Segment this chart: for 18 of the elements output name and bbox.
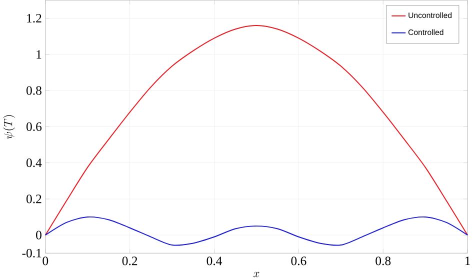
line-series: [44, 24, 468, 236]
y-tick-label: 1.2: [27, 14, 42, 22]
y-axis-title: $\psi(T)$: [3, 115, 16, 139]
x-axis-title: $x$: [254, 272, 260, 278]
y-tick-label: -0.1: [22, 248, 42, 258]
y-tick-label: 0: [36, 230, 42, 240]
x-tick-label: 0.4: [206, 256, 222, 266]
x-tick-label: 0.6: [291, 256, 306, 266]
y-tick-label: 0.8: [26, 86, 42, 95]
x-tick-label: 1: [465, 256, 470, 265]
x-tick-label: 0.8: [376, 256, 391, 266]
y-tick-label: 1: [36, 50, 42, 58]
y-tick-label: 0.4: [26, 158, 42, 167]
x-tick-label: 0: [42, 256, 48, 266]
x-tick-label: 0.2: [122, 256, 138, 266]
y-tick-label: 0.6: [26, 122, 42, 131]
y-tick-label: 0.2: [26, 194, 42, 204]
line-series: [44, 216, 468, 246]
